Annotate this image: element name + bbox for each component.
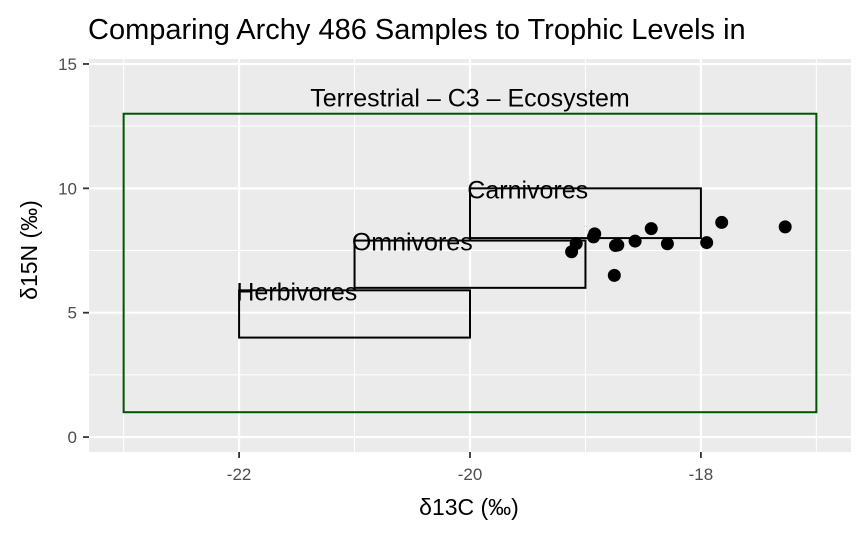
data-point — [569, 237, 583, 251]
region-box-carnivores — [469, 187, 702, 240]
y-tick-label: 0 — [68, 428, 77, 447]
data-point — [628, 234, 642, 248]
region-label-omnivores: Omnivores — [352, 229, 473, 257]
x-tick-label: -18 — [689, 465, 714, 484]
y-axis-title: δ15N (‰) — [16, 200, 42, 300]
x-axis-title: δ13C (‰) — [419, 494, 519, 520]
trophic-regions: Terrestrial – C3 – Ecosystem Carnivores Om… — [122, 84, 818, 414]
region-label-herbivores: Herbivores — [236, 278, 357, 306]
data-point — [700, 236, 714, 250]
y-tick-label: 5 — [68, 304, 77, 323]
y-tick-label: 15 — [58, 55, 77, 74]
data-point — [588, 227, 602, 241]
y-axis: 0 5 10 15 — [58, 55, 89, 447]
data-points — [565, 215, 792, 282]
region-box-omnivores — [353, 239, 587, 289]
region-label-carnivores: Carnivores — [467, 176, 588, 204]
data-point — [611, 238, 625, 252]
chart-title: Comparing Archy 486 Samples to Trophic L… — [88, 14, 746, 46]
major-grid — [89, 59, 851, 452]
data-point — [715, 215, 729, 229]
data-point — [778, 220, 792, 234]
region-box-terrestrial-c3-ecosystem — [122, 112, 818, 414]
data-point — [607, 268, 621, 282]
data-point — [660, 237, 674, 251]
region-box-herbivores — [238, 289, 471, 339]
x-axis: -22 -20 -18 — [227, 452, 713, 484]
x-tick-label: -20 — [458, 465, 483, 484]
region-label-terrestrial-c3-ecosystem: Terrestrial – C3 – Ecosystem — [310, 84, 630, 112]
x-tick-label: -22 — [227, 465, 252, 484]
y-tick-label: 10 — [58, 179, 77, 198]
data-point — [644, 222, 658, 236]
